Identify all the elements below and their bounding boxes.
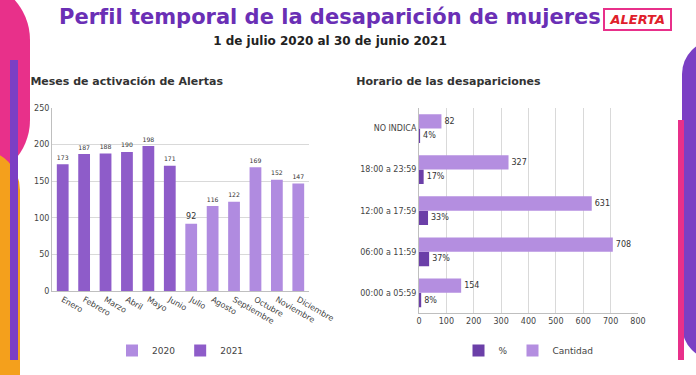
svg-text:500: 500 (548, 317, 563, 326)
svg-text:Enero: Enero (60, 295, 85, 314)
svg-text:300: 300 (493, 317, 508, 326)
svg-text:100: 100 (34, 214, 49, 223)
svg-text:Septiembre: Septiembre (231, 295, 276, 326)
svg-text:NO INDICA: NO INDICA (374, 124, 417, 133)
svg-text:700: 700 (603, 317, 618, 326)
svg-text:00:00 a 05:59: 00:00 a 05:59 (360, 289, 416, 298)
svg-text:190: 190 (121, 141, 133, 148)
svg-text:600: 600 (576, 317, 591, 326)
svg-text:327: 327 (512, 158, 527, 167)
svg-text:33%: 33% (431, 213, 449, 222)
svg-text:0: 0 (44, 287, 49, 296)
svg-text:188: 188 (100, 143, 112, 150)
svg-text:400: 400 (521, 317, 536, 326)
svg-text:200: 200 (34, 140, 49, 149)
svg-text:Julio: Julio (187, 295, 207, 312)
html-text:Perfil temporal de la desapari: Perfil temporal de la desaparición de mu… (59, 5, 601, 29)
svg-text:82: 82 (444, 117, 454, 126)
svg-text:152: 152 (271, 169, 283, 176)
svg-text:198: 198 (142, 136, 154, 143)
svg-text:Febrero: Febrero (81, 295, 112, 318)
svg-text:17%: 17% (427, 172, 445, 181)
svg-text:187: 187 (78, 144, 90, 151)
svg-text:147: 147 (292, 173, 304, 180)
svg-text:631: 631 (595, 199, 610, 208)
html-text:ALERTA: ALERTA (610, 12, 665, 27)
svg-text:2021: 2021 (220, 346, 243, 356)
svg-text:250: 250 (34, 104, 49, 113)
svg-text:800: 800 (630, 317, 645, 326)
svg-text:171: 171 (164, 155, 176, 162)
svg-text:Horario de las desapariciones: Horario de las desapariciones (356, 75, 541, 88)
svg-text:169: 169 (250, 157, 262, 164)
svg-text:154: 154 (464, 281, 479, 290)
svg-text:8%: 8% (424, 296, 437, 305)
svg-text:Diciembre: Diciembre (295, 295, 335, 323)
svg-text:Meses de activación de Alertas: Meses de activación de Alertas (30, 75, 223, 88)
svg-text:%: % (499, 346, 508, 356)
svg-text:116: 116 (207, 196, 219, 203)
svg-text:173: 173 (57, 154, 69, 161)
svg-text:Junio: Junio (166, 295, 188, 313)
svg-text:4%: 4% (423, 131, 436, 140)
svg-text:37%: 37% (432, 254, 450, 263)
svg-text:Abril: Abril (124, 295, 144, 312)
svg-text:Noviembre: Noviembre (274, 295, 316, 325)
svg-text:Marzo: Marzo (103, 295, 129, 315)
svg-text:18:00 a 23:59: 18:00 a 23:59 (360, 165, 416, 174)
svg-text:12:00 a 17:59: 12:00 a 17:59 (360, 207, 416, 216)
svg-text:122: 122 (228, 191, 240, 198)
svg-text:Agosto: Agosto (210, 295, 239, 317)
svg-text:92: 92 (186, 212, 196, 221)
svg-text:200: 200 (466, 317, 481, 326)
svg-text:Octubre: Octubre (252, 295, 284, 319)
svg-text:0: 0 (416, 317, 421, 326)
svg-text:2020: 2020 (152, 346, 175, 356)
svg-text:100: 100 (439, 317, 454, 326)
svg-text:708: 708 (616, 240, 631, 249)
svg-text:06:00 a 11:59: 06:00 a 11:59 (360, 248, 416, 257)
svg-text:50: 50 (39, 250, 49, 259)
svg-text:Mayo: Mayo (145, 295, 168, 314)
svg-text:Cantidad: Cantidad (553, 346, 593, 356)
html-text:1 de julio 2020 al 30 de junio: 1 de julio 2020 al 30 de junio 2021 (213, 34, 447, 48)
svg-text:150: 150 (34, 177, 49, 186)
